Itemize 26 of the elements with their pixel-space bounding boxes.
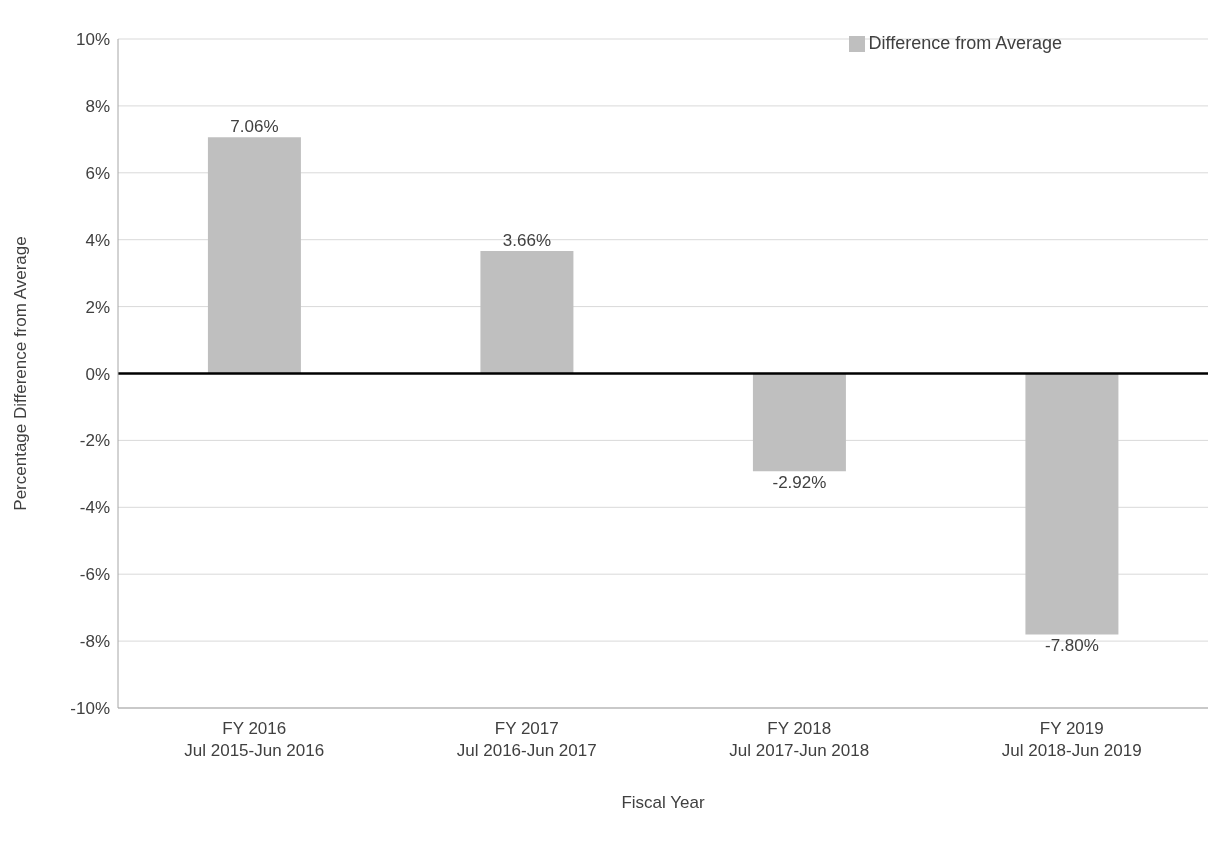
bar: [752, 373, 846, 472]
y-tick-label: -8%: [79, 632, 110, 652]
x-tick-label: FY 2016 Jul 2015-Jun 2016: [184, 719, 325, 760]
legend-label: Difference from Average: [868, 33, 1062, 53]
bar: [480, 251, 574, 374]
y-tick-label: 4%: [85, 230, 110, 250]
x-tick-label: FY 2018 Jul 2017-Jun 2018: [729, 719, 870, 760]
y-tick-label: 2%: [85, 297, 110, 317]
y-tick-label: -6%: [79, 565, 110, 585]
x-tick-label: FY 2017 Jul 2016-Jun 2017: [456, 719, 597, 760]
y-tick-label: -10%: [70, 699, 110, 719]
y-tick-label: -4%: [79, 498, 110, 518]
data-label: 3.66%: [502, 231, 552, 251]
data-label: -2.92%: [772, 473, 827, 493]
data-label: -7.80%: [1044, 636, 1099, 656]
y-tick-label: -2%: [79, 431, 110, 451]
bar: [1025, 373, 1119, 635]
y-tick-label: 10%: [75, 30, 110, 50]
x-tick-label: FY 2019 Jul 2018-Jun 2019: [1001, 719, 1142, 760]
bar: [207, 137, 301, 374]
x-axis-title: Fiscal Year: [621, 793, 705, 812]
y-tick-label: 6%: [85, 163, 110, 183]
y-tick-label: 8%: [85, 96, 110, 116]
data-label: 7.06%: [230, 117, 279, 137]
y-tick-label: 0%: [85, 364, 110, 384]
y-axis-title: Percentage Difference from Average: [11, 236, 31, 511]
